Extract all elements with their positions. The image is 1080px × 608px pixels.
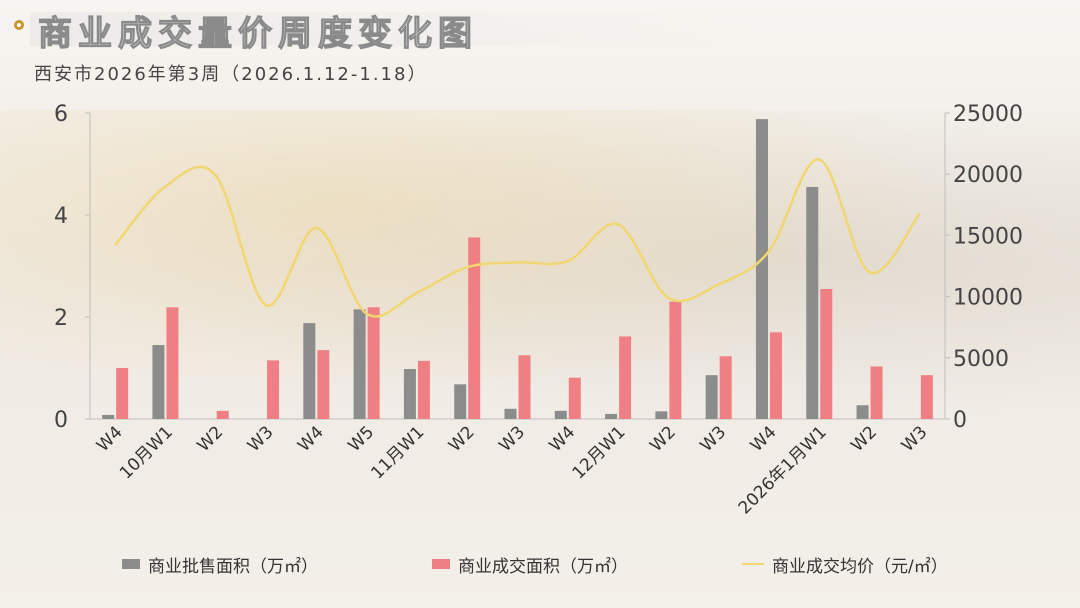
y-right-tick-label: 25000 [953,102,1023,127]
bar-deal-area [870,366,883,419]
y-left-tick-label: 0 [54,408,68,433]
bar-deal-area [468,237,481,419]
bar-supply [755,119,768,420]
bar-deal-area [166,307,179,419]
legend-label-deal-area: 商业成交面积（万㎡） [458,556,628,577]
bar-supply [353,309,366,419]
x-tick-label: W4 [546,422,580,456]
bar-deal-area [769,332,782,419]
x-tick-label: 2026年1月W1 [735,422,831,518]
x-tick-label: W4 [294,422,328,456]
x-tick-label: W2 [646,422,680,456]
x-tick-label: 12月W1 [569,422,630,483]
legend-swatch-supply [122,559,140,569]
bar-supply [705,375,718,419]
x-tick-label: W3 [244,422,278,456]
y-left-tick-label: 4 [54,204,68,229]
bar-supply [152,345,165,419]
bar-deal-area [216,410,229,419]
bar-deal-area [267,360,280,419]
bar-supply [102,414,115,419]
x-tick-label: W4 [747,422,781,456]
y-right-tick-label: 20000 [953,163,1023,188]
background-cityscape [0,110,1080,430]
legend-item-avg-price: 商业成交均价（元/㎡） [742,552,948,577]
y-left-tick-label: 2 [54,306,68,331]
bar-deal-area [317,350,330,419]
bar-supply [454,384,467,419]
chart-line [114,158,921,318]
chart-subtitle: 西安市2026年第3周（2026.1.12-1.18） [34,64,428,85]
legend-label-avg-price: 商业成交均价（元/㎡） [772,556,948,577]
bar-deal-area [367,307,380,419]
y-right-tick-label: 5000 [953,347,1009,372]
y-right-tick-label: 10000 [953,286,1023,311]
title-bullet-icon [14,20,24,30]
bar-deal-area [568,377,581,419]
title-area: 商业成交量价周度变化图 [10,6,760,55]
bar-supply [605,413,618,419]
x-tick-label: 10月W1 [116,422,177,483]
bar-deal-area [518,355,531,419]
x-tick-label: W2 [847,422,881,456]
bar-supply [856,405,869,419]
bar-deal-area [669,301,682,419]
x-tick-label: W4 [93,422,127,456]
chart-bars [102,119,933,420]
legend-swatch-avg-price [742,563,764,565]
x-tick-label: W5 [344,422,378,456]
bar-supply [554,410,567,419]
bar-deal-area [820,288,833,419]
x-tick-label: W3 [898,422,932,456]
line-avg-price [114,158,921,318]
bar-supply [403,369,416,419]
legend-label-supply: 商业批售面积（万㎡） [148,556,318,577]
bar-deal-area [116,368,129,419]
bar-deal-area [920,375,933,419]
chart-title: 商业成交量价周度变化图 [37,13,478,54]
bar-deal-area [719,356,732,419]
x-tick-label: 11月W1 [367,422,428,483]
x-tick-label: W2 [194,422,228,456]
bar-supply [303,323,316,419]
bar-supply [806,186,819,419]
bar-supply [504,408,517,419]
bar-supply [655,411,668,419]
title-banner [30,12,760,46]
x-tick-label: W3 [495,422,529,456]
y-right-tick-label: 15000 [953,224,1023,249]
bar-deal-area [417,360,430,419]
x-tick-label: W3 [697,422,731,456]
legend-item-supply: 商业批售面积（万㎡） [122,552,318,577]
chart-axes: 0 2 4 6 0 5000 10000 15000 20000 25000 [54,102,1023,433]
bar-deal-area [619,336,632,419]
y-left-tick-label: 6 [54,102,68,127]
legend-swatch-deal-area [432,559,450,569]
x-tick-label: W2 [445,422,479,456]
legend-item-deal-area: 商业成交面积（万㎡） [432,552,628,577]
y-right-tick-label: 0 [953,408,967,433]
